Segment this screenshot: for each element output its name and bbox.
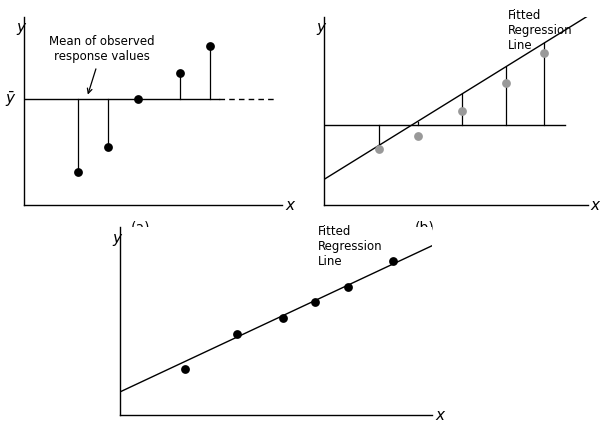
Text: (b): (b) xyxy=(415,220,434,235)
Point xyxy=(539,50,549,56)
Point xyxy=(413,133,422,140)
Text: x: x xyxy=(285,198,294,213)
Point xyxy=(133,96,143,103)
Text: y: y xyxy=(112,231,121,246)
Text: x: x xyxy=(435,407,444,423)
Point xyxy=(232,331,242,338)
Text: y: y xyxy=(17,20,25,35)
Point xyxy=(374,146,384,152)
Text: (a): (a) xyxy=(130,220,150,235)
Point xyxy=(103,144,113,151)
Point xyxy=(278,315,287,321)
Point xyxy=(457,108,466,115)
Point xyxy=(500,79,510,86)
Point xyxy=(388,258,398,265)
Point xyxy=(343,283,352,290)
Point xyxy=(180,365,190,372)
Text: $\bar{y}$: $\bar{y}$ xyxy=(5,89,17,109)
Point xyxy=(205,43,215,50)
Point xyxy=(175,70,185,77)
Text: Fitted
Regression
Line: Fitted Regression Line xyxy=(508,9,573,52)
Text: y: y xyxy=(317,20,326,35)
Text: Fitted
Regression
Line: Fitted Regression Line xyxy=(318,226,383,268)
Point xyxy=(73,168,83,175)
Point xyxy=(310,299,320,306)
Text: Mean of observed
response values: Mean of observed response values xyxy=(49,36,155,93)
Text: x: x xyxy=(591,198,600,213)
